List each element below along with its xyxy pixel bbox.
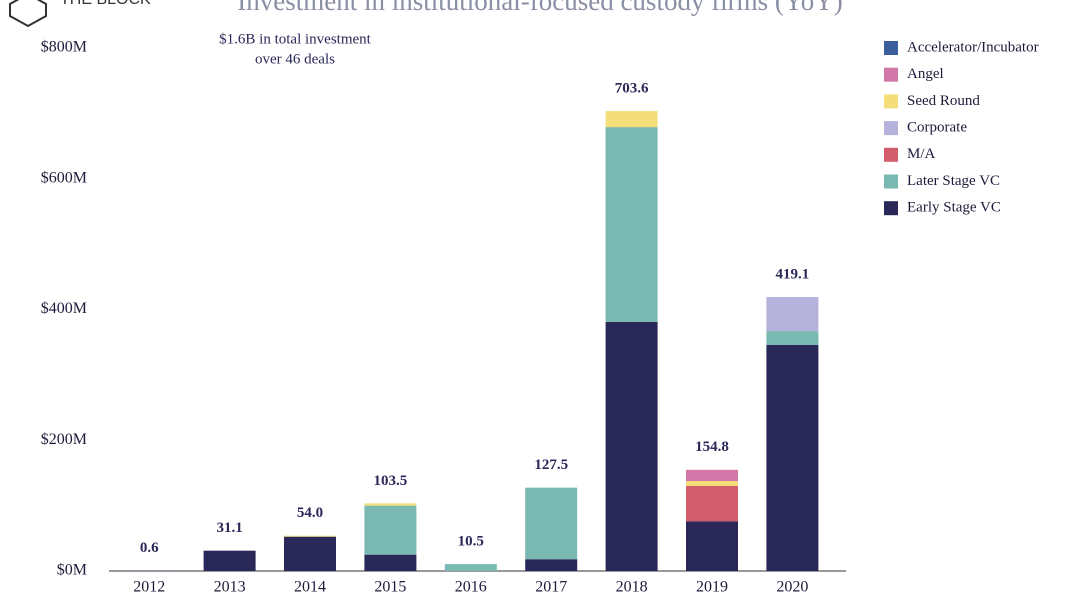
total-label: 703.6 — [615, 80, 649, 96]
bar-segment — [364, 503, 417, 506]
bar-segment — [364, 554, 417, 571]
bar-segment — [605, 111, 658, 128]
legend-swatch — [884, 174, 898, 189]
logo-icon — [9, 0, 47, 28]
x-tick-label: 2018 — [616, 579, 648, 595]
annotation: over 46 deals — [255, 51, 335, 67]
logo: THE BLOCK — [9, 0, 151, 28]
chart-title: Investment in institutional-focused cust… — [237, 0, 842, 16]
legend-label: Later Stage VC — [907, 173, 1000, 189]
x-tick-label: 2015 — [374, 579, 406, 595]
y-tick-label: $200M — [41, 431, 87, 448]
legend-swatch — [884, 147, 898, 162]
x-tick-label: 2020 — [776, 579, 808, 595]
bar-segment — [766, 331, 819, 345]
x-tick-label: 2013 — [214, 579, 246, 595]
total-label: 103.5 — [374, 473, 408, 489]
legend-label: M/A — [907, 146, 936, 162]
bar-segment — [686, 469, 738, 482]
y-tick-label: $0M — [57, 562, 87, 579]
legend-label: Corporate — [907, 120, 967, 136]
total-label: 154.8 — [695, 439, 729, 455]
bar-segment — [686, 521, 738, 571]
bar-segment — [203, 550, 256, 571]
bar-segment — [284, 536, 336, 571]
bar-segment — [766, 297, 819, 332]
y-tick-label: $800M — [41, 39, 87, 56]
total-label: 31.1 — [216, 520, 242, 536]
total-label: 0.6 — [140, 540, 159, 556]
legend-swatch — [884, 67, 898, 82]
legend-swatch — [884, 201, 898, 216]
x-tick-label: 2019 — [696, 579, 728, 595]
legend-swatch — [884, 41, 898, 55]
x-tick-label: 2017 — [535, 579, 567, 595]
total-label: 127.5 — [534, 457, 568, 473]
y-tick-label: $600M — [41, 169, 87, 186]
bar-segment — [686, 486, 738, 522]
legend-label: Early Stage VC — [907, 200, 1001, 216]
bar-segment — [123, 570, 176, 572]
bar-segment — [444, 564, 497, 571]
bar-segment — [284, 535, 336, 537]
bar-segment — [605, 127, 658, 322]
x-tick-label: 2016 — [455, 579, 487, 595]
legend-swatch — [884, 121, 898, 136]
bar-segment — [364, 505, 417, 555]
legend-label: Angel — [907, 66, 944, 82]
bar-segment — [766, 344, 819, 571]
annotation: $1.6B in total investment — [219, 31, 371, 47]
bar-segment — [525, 559, 578, 571]
total-label: 419.1 — [776, 266, 810, 282]
bar-segment — [686, 481, 738, 487]
x-tick-label: 2012 — [133, 579, 165, 595]
bar-segment — [525, 487, 578, 560]
total-label: 10.5 — [458, 534, 484, 550]
bar-segment — [605, 321, 658, 571]
legend-label: Accelerator/Incubator — [907, 39, 1039, 55]
total-label: 54.0 — [297, 505, 323, 521]
x-tick-label: 2014 — [294, 579, 326, 595]
legend-label: Seed Round — [907, 93, 980, 109]
y-tick-label: $400M — [41, 300, 87, 317]
brand: THE BLOCK — [60, 0, 151, 8]
legend-swatch — [884, 94, 898, 109]
